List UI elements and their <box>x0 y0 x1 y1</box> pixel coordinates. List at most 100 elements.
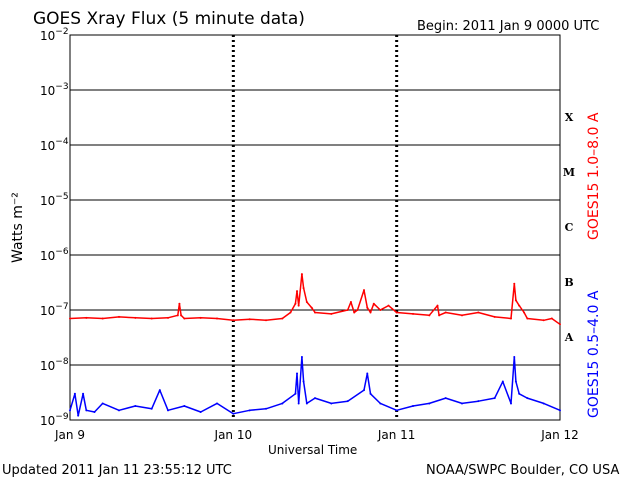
data-point <box>296 290 299 293</box>
updated-time: Updated 2011 Jan 11 23:55:12 UTC <box>2 463 232 478</box>
data-point <box>85 316 88 319</box>
flare-class-a: A <box>564 331 574 344</box>
data-point <box>300 355 303 358</box>
data-point <box>101 402 104 405</box>
y-tick-label: 10−4 <box>40 137 69 153</box>
data-point <box>444 397 447 400</box>
data-point <box>310 306 313 309</box>
data-point <box>248 409 251 412</box>
data-point <box>85 409 88 412</box>
data-point <box>349 300 352 303</box>
data-point <box>461 314 463 317</box>
data-point <box>444 311 447 314</box>
data-point <box>294 392 297 395</box>
data-point <box>101 317 104 320</box>
data-point <box>216 317 218 320</box>
data-point <box>510 317 512 320</box>
data-point <box>176 314 179 317</box>
data-point <box>150 407 153 410</box>
y-tick-label: 10−6 <box>40 247 69 263</box>
data-point <box>69 409 71 412</box>
y-tick-label: 10−3 <box>40 82 69 98</box>
data-point <box>289 311 292 314</box>
data-point <box>314 397 316 400</box>
data-point <box>514 299 517 302</box>
data-point <box>518 304 521 307</box>
y-tick-label: 10−2 <box>40 27 69 43</box>
x-tick-label: Jan 10 <box>214 428 253 442</box>
data-point <box>379 402 382 405</box>
data-point <box>412 312 414 315</box>
gridlines <box>70 89 560 366</box>
data-point <box>330 312 333 315</box>
flare-class-b: B <box>564 276 573 289</box>
data-point <box>167 409 169 412</box>
data-point <box>363 289 365 292</box>
data-point <box>550 317 553 320</box>
data-point <box>232 319 235 322</box>
data-point <box>297 304 300 307</box>
data-point <box>330 402 333 405</box>
data-point <box>366 372 369 375</box>
data-point <box>436 304 439 307</box>
data-point <box>356 309 359 311</box>
data-point <box>428 314 431 317</box>
data-point <box>518 392 521 395</box>
y-tick-label: 10−9 <box>40 412 69 428</box>
data-point <box>178 302 181 305</box>
data-point <box>314 311 316 314</box>
data-point <box>305 300 308 303</box>
plot-area: 10−910−810−710−610−510−410−310−2 Jan 9 Ja… <box>40 27 579 442</box>
data-point <box>461 402 463 405</box>
data-point <box>559 409 561 412</box>
data-point <box>514 380 517 383</box>
data-point <box>438 314 441 317</box>
data-point <box>300 273 303 276</box>
data-point <box>428 402 431 405</box>
data-point <box>82 392 85 395</box>
data-point <box>118 315 120 318</box>
data-point <box>296 372 299 375</box>
data-point <box>281 402 284 405</box>
data-point <box>387 304 390 307</box>
data-point <box>513 282 516 285</box>
data-point <box>477 400 480 403</box>
x-tick-label: Jan 12 <box>540 428 579 442</box>
data-point <box>265 407 267 410</box>
data-point <box>199 410 202 413</box>
data-point <box>395 409 398 412</box>
y-tick-label: 10−5 <box>40 192 69 208</box>
data-point <box>183 404 186 407</box>
data-point <box>510 402 512 405</box>
data-point <box>302 287 305 290</box>
data-point <box>297 402 300 405</box>
data-point <box>353 311 356 314</box>
data-point <box>281 317 284 320</box>
data-point <box>305 402 308 405</box>
data-point <box>513 355 516 358</box>
x-axis-label: Universal Time <box>268 443 357 457</box>
data-point <box>379 309 382 311</box>
data-point <box>542 402 545 405</box>
data-point <box>134 316 137 319</box>
data-point <box>346 309 349 311</box>
data-point <box>346 400 349 403</box>
data-point <box>369 392 372 395</box>
data-point <box>559 323 561 326</box>
y-axis-ticks: 10−9 10−8 10−7 10−6 10−5 10−4 10−3 10−2 <box>40 27 76 428</box>
data-point <box>248 318 251 321</box>
data-point <box>526 397 529 400</box>
data-point <box>73 392 76 395</box>
data-point <box>150 317 153 320</box>
data-point <box>294 302 297 305</box>
data-point <box>493 315 496 318</box>
data-point <box>542 319 545 322</box>
data-point <box>493 397 496 400</box>
data-point <box>167 316 169 319</box>
x-tick-label: Jan 11 <box>377 428 416 442</box>
data-point <box>366 306 369 309</box>
day-separators <box>231 35 399 420</box>
begin-time: Begin: 2011 Jan 9 0000 UTC <box>417 19 599 34</box>
chart-title: GOES Xray Flux (5 minute data) <box>33 9 305 29</box>
y-axis-label: Watts m⁻² <box>10 192 26 263</box>
